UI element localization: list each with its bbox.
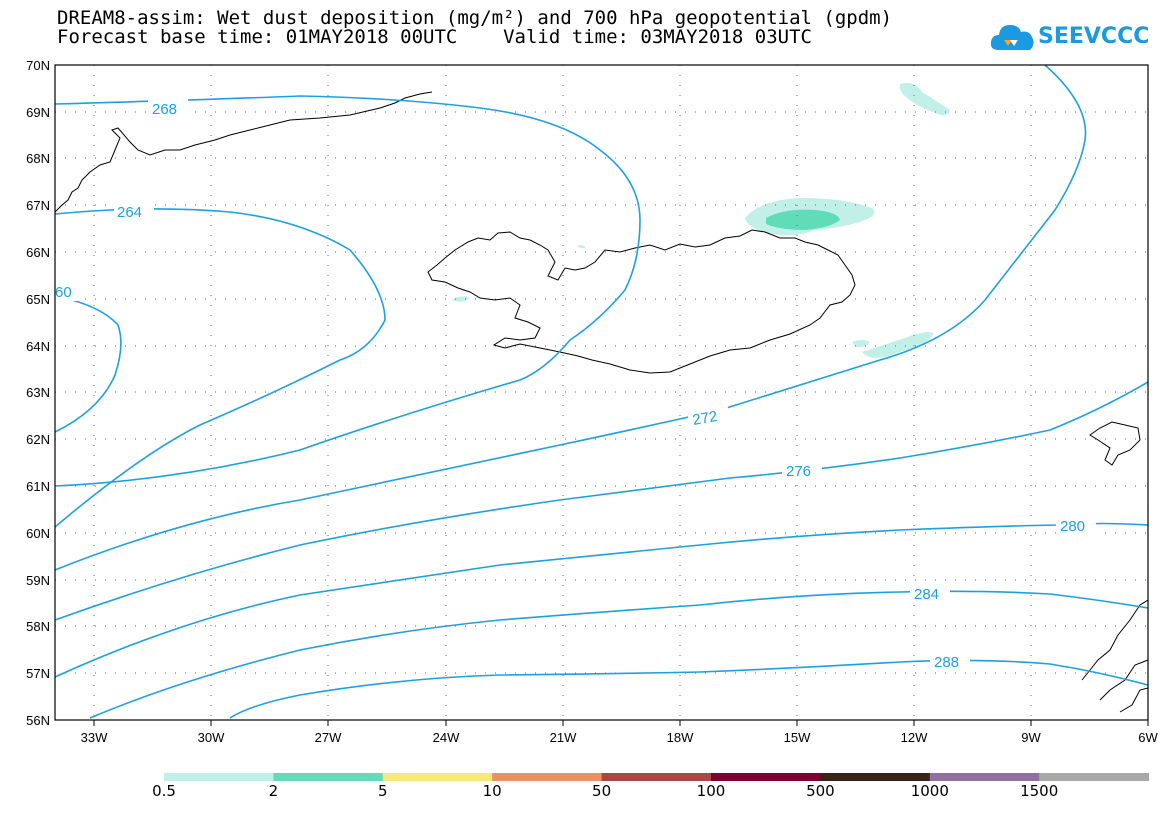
lon-label: 15W [784,730,811,745]
colorbar-swatch [820,773,931,781]
lon-label: 21W [550,730,577,745]
axis-ticks [93,720,1149,726]
colorbar-swatch [164,773,274,781]
colorbar-label: 1000 [910,782,949,800]
coastlines [54,91,1149,713]
map-title: DREAM8-assim: Wet dust deposition (mg/m²… [57,7,893,29]
seevccc-logo: SEEVCCC [990,20,1149,56]
colorbar-swatch [711,773,821,781]
contour-label-60: 60 [55,284,72,301]
lon-label: 18W [667,730,694,745]
colorbar-swatch [382,773,493,781]
lon-axis-labels: 33W 30W 27W 24W 21W 18W 15W 12W 9W 6W [81,730,1159,745]
contour-label-280: 280 [1060,518,1085,535]
colorbar-label: 1500 [1020,782,1059,800]
lat-label: 58N [26,619,50,634]
colorbar-label: 10 [482,782,502,800]
contour-label-272: 272 [691,408,719,429]
lat-label: 69N [26,105,50,120]
lat-label: 67N [26,198,50,213]
colorbar-swatch [1039,773,1150,781]
colorbar [164,773,1150,781]
contour-label-288: 288 [934,654,959,671]
lat-label: 60N [26,526,50,541]
lon-label: 12W [901,730,928,745]
lat-lon-grid [55,65,1148,720]
contour-labels: 268 264 60 272 276 280 284 288 [55,99,1096,671]
lat-label: 65N [26,292,50,307]
map-subtitle: Forecast base time: 01MAY2018 00UTC Vali… [57,26,812,48]
colorbar-swatch [601,773,712,781]
geopotential-contours [54,64,1149,719]
lat-label: 66N [26,245,50,260]
lon-label: 6W [1138,730,1158,745]
lon-label: 24W [433,730,460,745]
logo-text: SEEVCCC [1038,24,1150,49]
colorbar-label: 0.5 [152,782,176,800]
contour-label-284: 284 [914,586,939,603]
lat-label: 57N [26,666,50,681]
lat-label: 56N [26,713,50,728]
colorbar-label: 100 [696,782,726,800]
colorbar-swatch [273,773,384,781]
lat-label: 59N [26,573,50,588]
lat-label: 63N [26,385,50,400]
colorbar-label: 5 [378,782,388,800]
dust-shading [452,83,950,358]
map-frame [54,64,1149,721]
cloud-icon [990,25,1034,50]
colorbar-label: 2 [268,782,279,800]
lat-label: 64N [26,339,50,354]
lon-label: 33W [81,730,108,745]
lat-label: 61N [26,479,50,494]
contour-label-264: 264 [117,204,142,221]
colorbar-label: 500 [806,782,835,800]
lat-label: 68N [26,151,50,166]
lat-label: 70N [26,58,50,73]
lat-label: 62N [26,432,50,447]
lon-label: 9W [1021,730,1041,745]
colorbar-swatch [929,773,1040,781]
contour-label-276: 276 [786,463,811,480]
contour-label-268: 268 [152,101,177,118]
lon-label: 27W [315,730,342,745]
colorbar-label: 50 [592,782,612,800]
lat-axis-labels: 70N 69N 68N 67N 66N 65N 64N 63N 62N 61N … [26,58,50,728]
lon-label: 30W [198,730,225,745]
colorbar-swatch [492,773,603,781]
